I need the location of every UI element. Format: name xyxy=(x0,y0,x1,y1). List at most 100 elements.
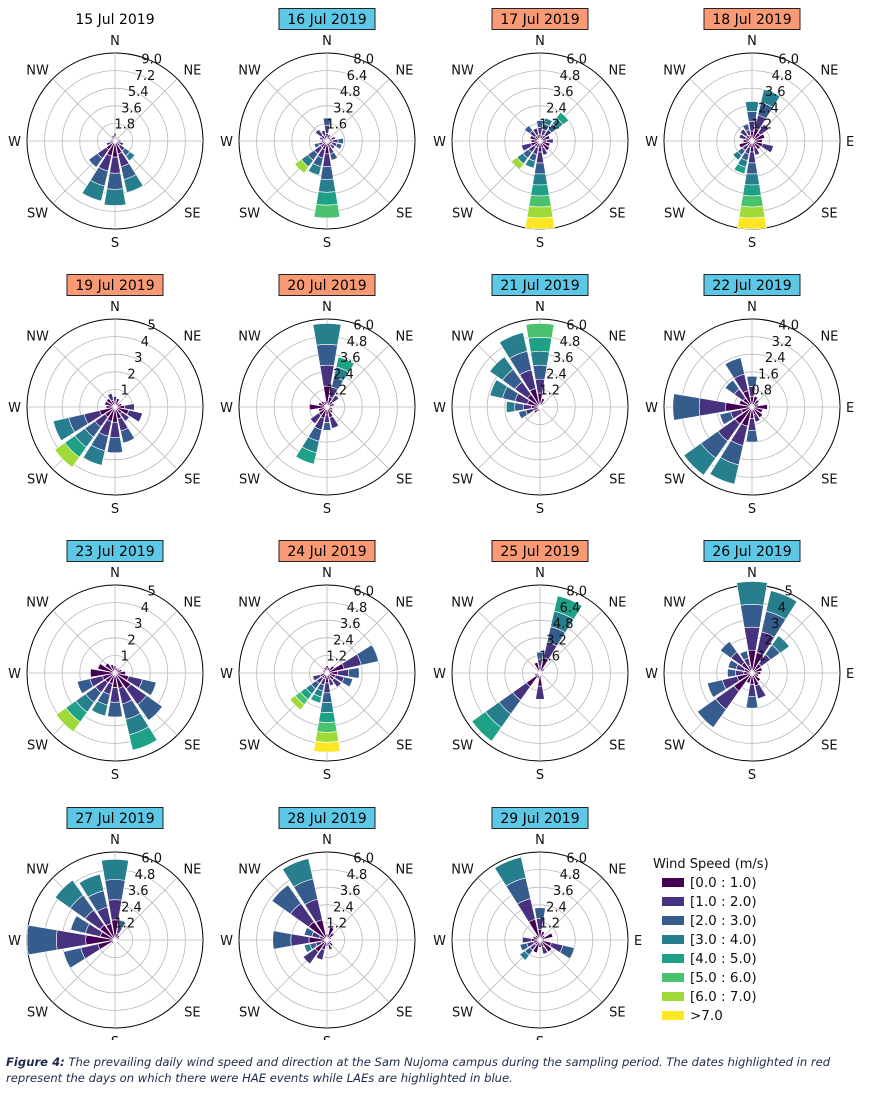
radial-tick-label: 2.4 xyxy=(758,101,779,116)
windrose-bar-segment xyxy=(745,429,759,443)
windrose-bar-segment xyxy=(553,595,583,620)
radial-tick-label: 2.4 xyxy=(121,900,142,915)
windrose-bar-segment xyxy=(318,406,328,413)
radial-tick-label: 0.8 xyxy=(751,384,772,399)
title-highlight-box xyxy=(278,8,376,30)
direction-label: SE xyxy=(184,1005,200,1020)
polar-grid-spoke xyxy=(114,78,178,142)
direction-label: E xyxy=(846,667,854,682)
direction-label: SW xyxy=(239,472,260,487)
polar-grid-spoke xyxy=(751,672,815,736)
legend-entry: [1.0 : 2.0) xyxy=(690,894,757,910)
windrose-bar-segment xyxy=(524,125,534,135)
title-highlight-box xyxy=(491,540,589,562)
windrose-bar-segment xyxy=(312,323,342,346)
windrose-bar-segment xyxy=(320,129,327,137)
direction-label: NW xyxy=(663,596,686,611)
windrose-bar-segment xyxy=(541,945,549,955)
windrose-bar-segment xyxy=(329,415,340,429)
windrose-panel: 25 Jul 2019 1.6 3.24.86.48.0 N NE SE S SW W NW xyxy=(433,540,629,783)
direction-label: N xyxy=(110,833,120,848)
radial-tick-label: 2.4 xyxy=(765,351,786,366)
direction-label: S xyxy=(111,236,119,251)
direction-label: SE xyxy=(396,1005,412,1020)
windrose-bar-segment xyxy=(325,665,329,674)
windrose-bar-segment xyxy=(97,663,116,674)
windrose-bar-segment xyxy=(109,687,121,703)
direction-label: NE xyxy=(608,596,626,611)
direction-label: S xyxy=(323,502,331,517)
windrose-bar-segment xyxy=(751,403,759,408)
title-highlight-box xyxy=(66,807,164,829)
windrose-bar-segment xyxy=(321,692,333,704)
windrose-bar-segment xyxy=(535,685,545,700)
radial-tick-label: 6.0 xyxy=(566,852,587,867)
radial-tick-label: 1.2 xyxy=(539,118,560,133)
windrose-bar-segment xyxy=(724,357,745,379)
direction-label: SW xyxy=(27,738,48,753)
direction-label: S xyxy=(323,1035,331,1040)
direction-label: NW xyxy=(26,64,49,79)
windrose-bar-segment xyxy=(117,139,122,143)
windrose-bar-segment xyxy=(112,396,118,403)
radial-tick-label: 2.4 xyxy=(333,367,354,382)
radial-tick-label: 9.0 xyxy=(141,53,162,68)
direction-label: W xyxy=(220,667,233,682)
legend-swatch xyxy=(662,935,684,944)
radial-tick-label: 4 xyxy=(141,601,149,616)
windrose-bar-segment xyxy=(321,139,328,143)
radial-tick-label: 2 xyxy=(127,367,135,382)
polar-grid-spoke xyxy=(326,939,390,1003)
polar-grid-spoke xyxy=(477,406,541,470)
title-highlight-box xyxy=(703,8,801,30)
windrose-bar-segment xyxy=(290,933,310,947)
panel-title: 26 Jul 2019 xyxy=(712,544,791,560)
windrose-bar-segment xyxy=(746,162,758,175)
windrose-bar-segment xyxy=(318,178,336,193)
direction-label: NE xyxy=(820,596,838,611)
windrose-bar-segment xyxy=(740,194,764,208)
direction-label: W xyxy=(433,667,446,682)
caption-label: Figure 4: xyxy=(6,1055,65,1069)
radial-tick-label: 6.0 xyxy=(353,852,374,867)
radial-tick-label: 6.4 xyxy=(560,601,581,616)
windrose-bar-segment xyxy=(109,664,116,674)
polar-grid-spoke xyxy=(264,344,328,408)
windrose-bar-segment xyxy=(751,140,761,150)
direction-label: SE xyxy=(396,472,412,487)
direction-label: SE xyxy=(396,738,412,753)
radial-tick-label: 8.0 xyxy=(566,585,587,600)
radial-tick-label: 6.0 xyxy=(141,852,162,867)
windrose-bar-segment xyxy=(771,635,790,654)
radial-tick-label: 4.8 xyxy=(347,601,368,616)
radial-tick-label: 2 xyxy=(127,633,135,648)
windrose-bar-segment xyxy=(532,364,548,380)
polar-grid-spoke xyxy=(52,610,116,674)
windrose-bar-segment xyxy=(319,701,335,713)
windrose-bar-segment xyxy=(302,948,319,965)
windrose-bar-segment xyxy=(698,397,727,417)
windrose-bar-segment xyxy=(56,929,87,951)
windrose-bar-segment xyxy=(125,151,136,162)
direction-label: S xyxy=(111,768,119,783)
windrose-bar-segment xyxy=(751,404,768,410)
panel-title: 17 Jul 2019 xyxy=(500,12,579,28)
radial-tick-label: 6.4 xyxy=(347,69,368,84)
radial-tick-label: 6.0 xyxy=(353,319,374,334)
direction-label: E xyxy=(846,401,854,416)
windrose-bar-segment xyxy=(672,393,701,421)
windrose-bar-segment xyxy=(738,205,766,219)
windrose-bar-segment xyxy=(543,117,553,127)
direction-label: NW xyxy=(451,863,474,878)
windrose-bar-segment xyxy=(111,134,116,142)
direction-label: S xyxy=(536,1035,544,1040)
windrose-bar-segment xyxy=(128,726,158,751)
windrose-bar-segment xyxy=(106,436,124,454)
legend-entry: [0.0 : 1.0) xyxy=(690,875,757,891)
polar-grid-spoke xyxy=(114,344,178,408)
windrose-bar-segment xyxy=(539,939,553,953)
legend-title: Wind Speed (m/s) xyxy=(653,857,769,872)
radial-tick-label: 3.6 xyxy=(553,85,574,100)
windrose-bar-segment xyxy=(471,711,502,742)
windrose-bar-segment xyxy=(113,665,117,674)
